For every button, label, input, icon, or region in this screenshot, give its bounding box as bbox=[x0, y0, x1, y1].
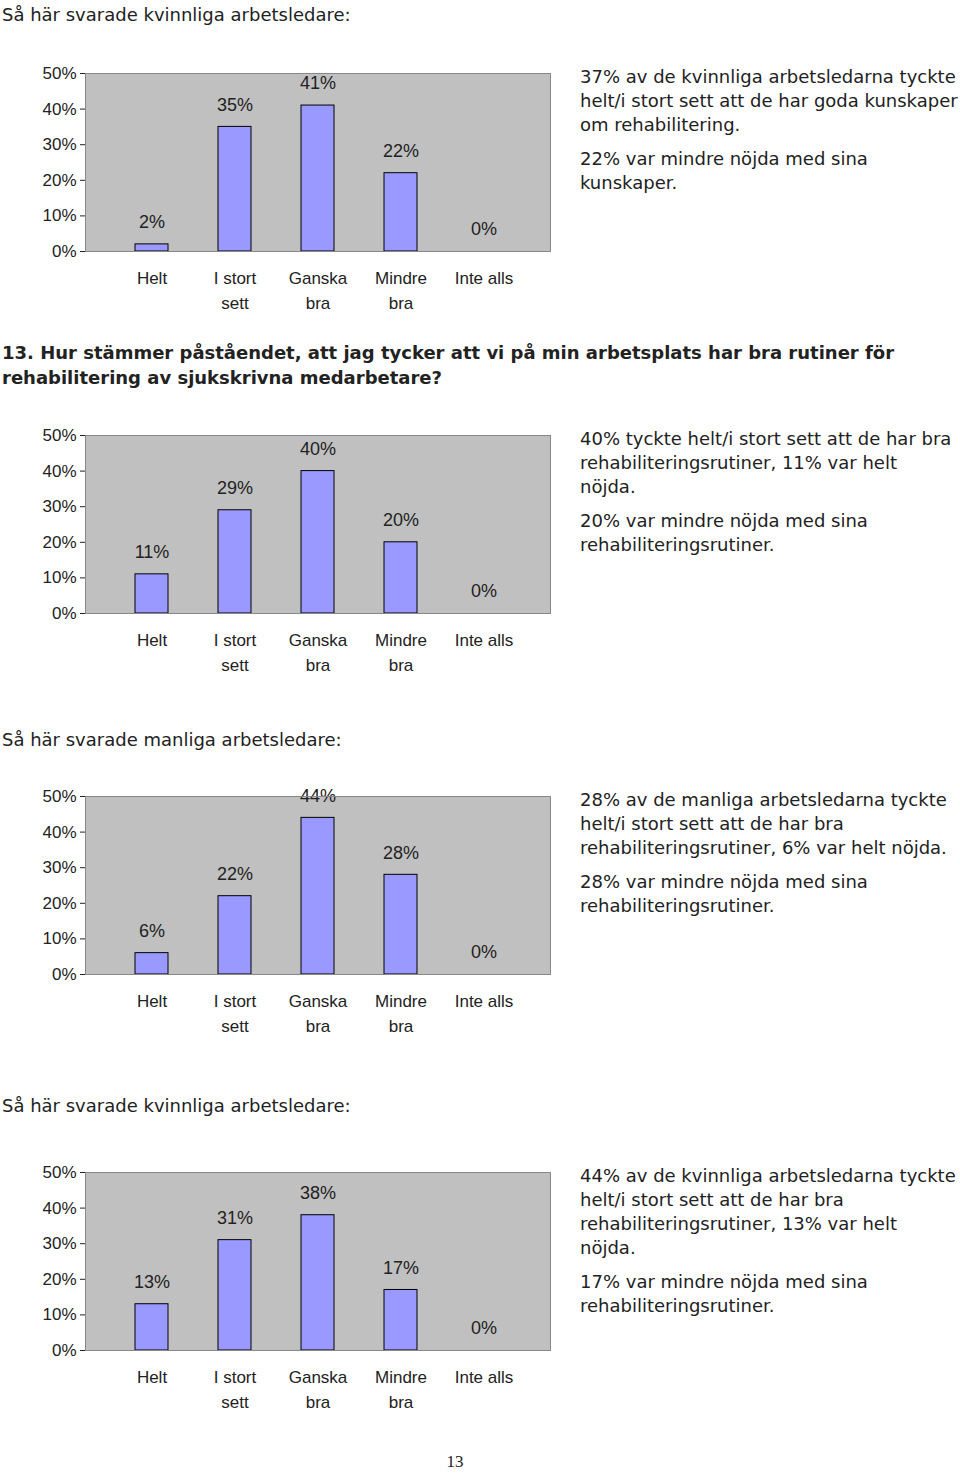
svg-text:Helt: Helt bbox=[137, 1368, 168, 1387]
svg-text:0%: 0% bbox=[471, 219, 497, 239]
html-text:13. Hur stämmer påståendet, at: 13. Hur stämmer påståendet, att jag tyck… bbox=[2, 342, 895, 388]
svg-text:30%: 30% bbox=[42, 135, 76, 154]
svg-text:50%: 50% bbox=[42, 64, 76, 83]
html-text:28% av de manliga arbetsledarn: 28% av de manliga arbetsledarna tyckte h… bbox=[580, 789, 947, 858]
svg-text:30%: 30% bbox=[42, 1234, 76, 1253]
svg-text:2%: 2% bbox=[139, 212, 165, 232]
svg-text:Inte alls: Inte alls bbox=[455, 269, 514, 288]
svg-text:50%: 50% bbox=[42, 426, 76, 445]
svg-text:Ganskabra: Ganskabra bbox=[289, 631, 348, 676]
svg-text:17%: 17% bbox=[383, 1258, 419, 1278]
svg-text:20%: 20% bbox=[42, 171, 76, 190]
svg-text:I stortsett: I stortsett bbox=[214, 631, 257, 676]
svg-text:Ganskabra: Ganskabra bbox=[289, 269, 348, 314]
svg-text:22%: 22% bbox=[383, 141, 419, 161]
svg-text:40%: 40% bbox=[42, 823, 76, 842]
svg-text:I stortsett: I stortsett bbox=[214, 992, 257, 1037]
svg-text:0%: 0% bbox=[52, 1341, 77, 1360]
svg-text:35%: 35% bbox=[217, 95, 253, 115]
svg-text:40%: 40% bbox=[300, 439, 336, 459]
svg-text:29%: 29% bbox=[217, 478, 253, 498]
html-text:40% tyckte helt/i stort sett a: 40% tyckte helt/i stort sett att de har … bbox=[580, 428, 952, 497]
html-text:44% av de kvinnliga arbetsleda: 44% av de kvinnliga arbetsledarna tyckte… bbox=[580, 1165, 956, 1258]
svg-text:22%: 22% bbox=[217, 864, 253, 884]
svg-text:Ganskabra: Ganskabra bbox=[289, 1368, 348, 1413]
svg-text:40%: 40% bbox=[42, 100, 76, 119]
svg-text:Helt: Helt bbox=[137, 269, 168, 288]
svg-text:11%: 11% bbox=[135, 542, 170, 562]
svg-text:31%: 31% bbox=[217, 1208, 253, 1228]
svg-text:I stortsett: I stortsett bbox=[214, 1368, 257, 1413]
svg-text:50%: 50% bbox=[42, 1163, 76, 1182]
svg-text:30%: 30% bbox=[42, 497, 76, 516]
svg-text:10%: 10% bbox=[42, 929, 76, 948]
svg-text:10%: 10% bbox=[42, 568, 76, 587]
svg-text:0%: 0% bbox=[471, 942, 497, 962]
svg-text:0%: 0% bbox=[52, 242, 77, 261]
svg-text:Helt: Helt bbox=[137, 992, 168, 1011]
html-text:20% var mindre nöjda med sina: 20% var mindre nöjda med sina rehabilite… bbox=[580, 510, 868, 555]
svg-text:50%: 50% bbox=[42, 787, 76, 806]
svg-text:0%: 0% bbox=[52, 965, 77, 984]
svg-text:20%: 20% bbox=[42, 1270, 76, 1289]
svg-text:Mindrebra: Mindrebra bbox=[375, 269, 427, 314]
html-text:Så här svarade manliga arbetsl: Så här svarade manliga arbetsledare: bbox=[2, 729, 342, 750]
svg-text:Mindrebra: Mindrebra bbox=[375, 631, 427, 676]
svg-text:40%: 40% bbox=[42, 1199, 76, 1218]
svg-text:10%: 10% bbox=[42, 206, 76, 225]
svg-text:Mindrebra: Mindrebra bbox=[375, 992, 427, 1037]
html-text:17% var mindre nöjda med sina: 17% var mindre nöjda med sina rehabilite… bbox=[580, 1271, 868, 1316]
svg-text:13%: 13% bbox=[134, 1272, 170, 1292]
html-text:22% var mindre nöjda med sina: 22% var mindre nöjda med sina kunskaper. bbox=[580, 148, 868, 193]
svg-text:41%: 41% bbox=[300, 73, 336, 93]
svg-text:Inte alls: Inte alls bbox=[455, 1368, 514, 1387]
svg-text:44%: 44% bbox=[300, 786, 336, 806]
html-text:28% var mindre nöjda med sina: 28% var mindre nöjda med sina rehabilite… bbox=[580, 871, 868, 916]
svg-text:10%: 10% bbox=[42, 1305, 76, 1324]
html-text:37% av de kvinnliga arbetsleda: 37% av de kvinnliga arbetsledarna tyckte… bbox=[580, 66, 958, 135]
svg-text:Helt: Helt bbox=[137, 631, 168, 650]
svg-text:40%: 40% bbox=[42, 462, 76, 481]
svg-text:20%: 20% bbox=[383, 510, 419, 530]
svg-text:Inte alls: Inte alls bbox=[455, 992, 514, 1011]
svg-text:0%: 0% bbox=[471, 581, 497, 601]
svg-text:20%: 20% bbox=[42, 894, 76, 913]
svg-text:28%: 28% bbox=[383, 843, 419, 863]
svg-text:0%: 0% bbox=[52, 604, 77, 623]
svg-text:30%: 30% bbox=[42, 858, 76, 877]
html-text:Så här svarade kvinnliga arbet: Så här svarade kvinnliga arbetsledare: bbox=[2, 4, 351, 25]
svg-text:Mindrebra: Mindrebra bbox=[375, 1368, 427, 1413]
svg-text:0%: 0% bbox=[471, 1318, 497, 1338]
svg-text:38%: 38% bbox=[300, 1183, 336, 1203]
html-text:Så här svarade kvinnliga arbet: Så här svarade kvinnliga arbetsledare: bbox=[2, 1095, 351, 1116]
svg-text:6%: 6% bbox=[139, 921, 165, 941]
svg-text:I stortsett: I stortsett bbox=[214, 269, 257, 314]
svg-text:20%: 20% bbox=[42, 533, 76, 552]
html-text:13: 13 bbox=[446, 1452, 464, 1471]
svg-text:Inte alls: Inte alls bbox=[455, 631, 514, 650]
svg-text:Ganskabra: Ganskabra bbox=[289, 992, 348, 1037]
